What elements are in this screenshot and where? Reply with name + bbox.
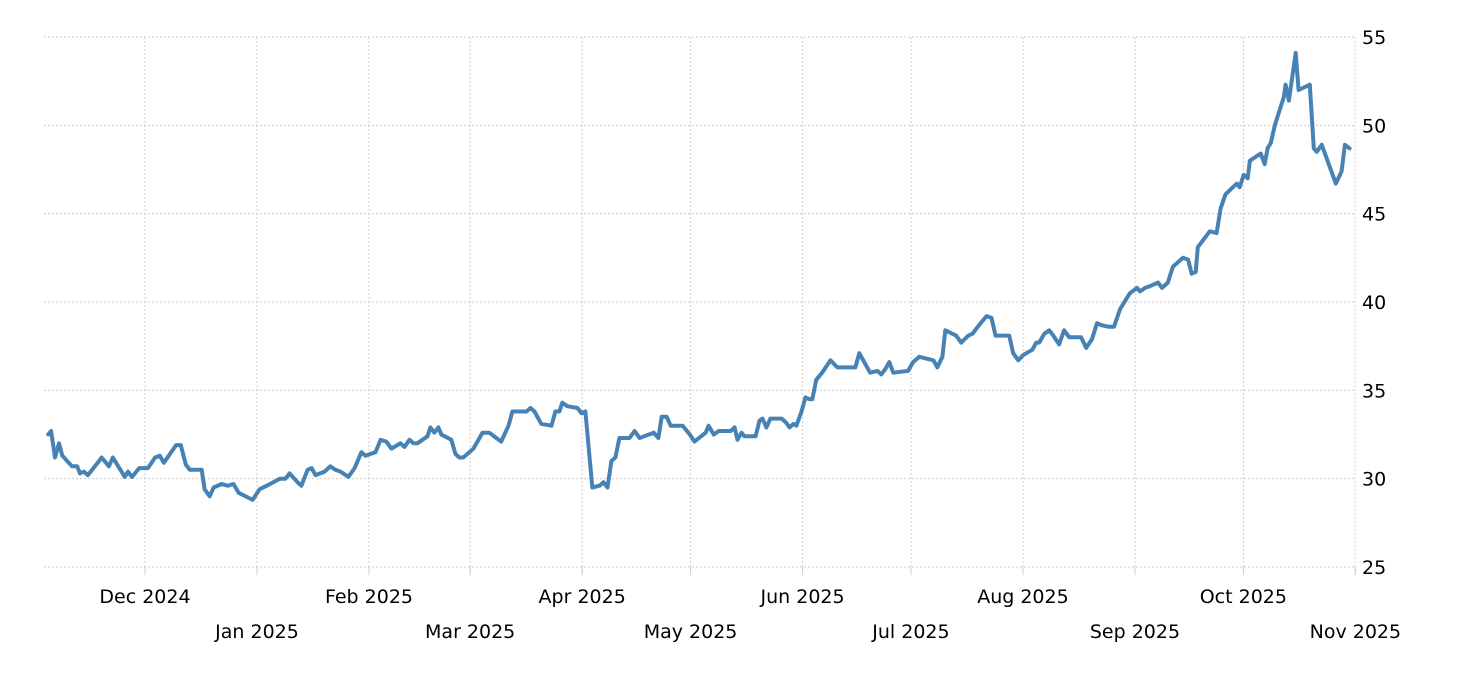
x-tick-label: Aug 2025	[977, 586, 1069, 608]
y-tick-label: 45	[1362, 204, 1386, 226]
x-tick-label: Mar 2025	[425, 621, 515, 643]
y-axis-labels: 25 30 35 40 45 50 55	[1362, 27, 1386, 579]
y-tick-label: 25	[1362, 557, 1386, 579]
x-tick-label: Sep 2025	[1090, 621, 1180, 643]
x-tick-label: Oct 2025	[1200, 586, 1287, 608]
y-tick-label: 55	[1362, 27, 1386, 49]
horizontal-gridlines	[44, 36, 1355, 568]
x-tick-label: Apr 2025	[539, 586, 626, 608]
vertical-gridlines	[144, 37, 1244, 567]
x-axis-ticks	[144, 567, 1356, 575]
x-axis-labels: Dec 2024 Jan 2025 Feb 2025 Mar 2025 Apr 2025…	[99, 586, 1401, 643]
x-tick-label: Jun 2025	[760, 586, 845, 608]
x-tick-label: Feb 2025	[325, 586, 413, 608]
x-tick-label: Dec 2024	[99, 586, 190, 608]
y-tick-label: 50	[1362, 115, 1386, 137]
x-tick-label: Jan 2025	[214, 621, 299, 643]
x-tick-label: Jul 2025	[871, 621, 949, 643]
x-tick-label: Nov 2025	[1310, 621, 1401, 643]
y-tick-label: 40	[1362, 292, 1386, 314]
y-tick-label: 30	[1362, 469, 1386, 491]
price-line	[46, 50, 1352, 502]
x-tick-label: May 2025	[644, 621, 738, 643]
y-tick-label: 35	[1362, 380, 1386, 402]
